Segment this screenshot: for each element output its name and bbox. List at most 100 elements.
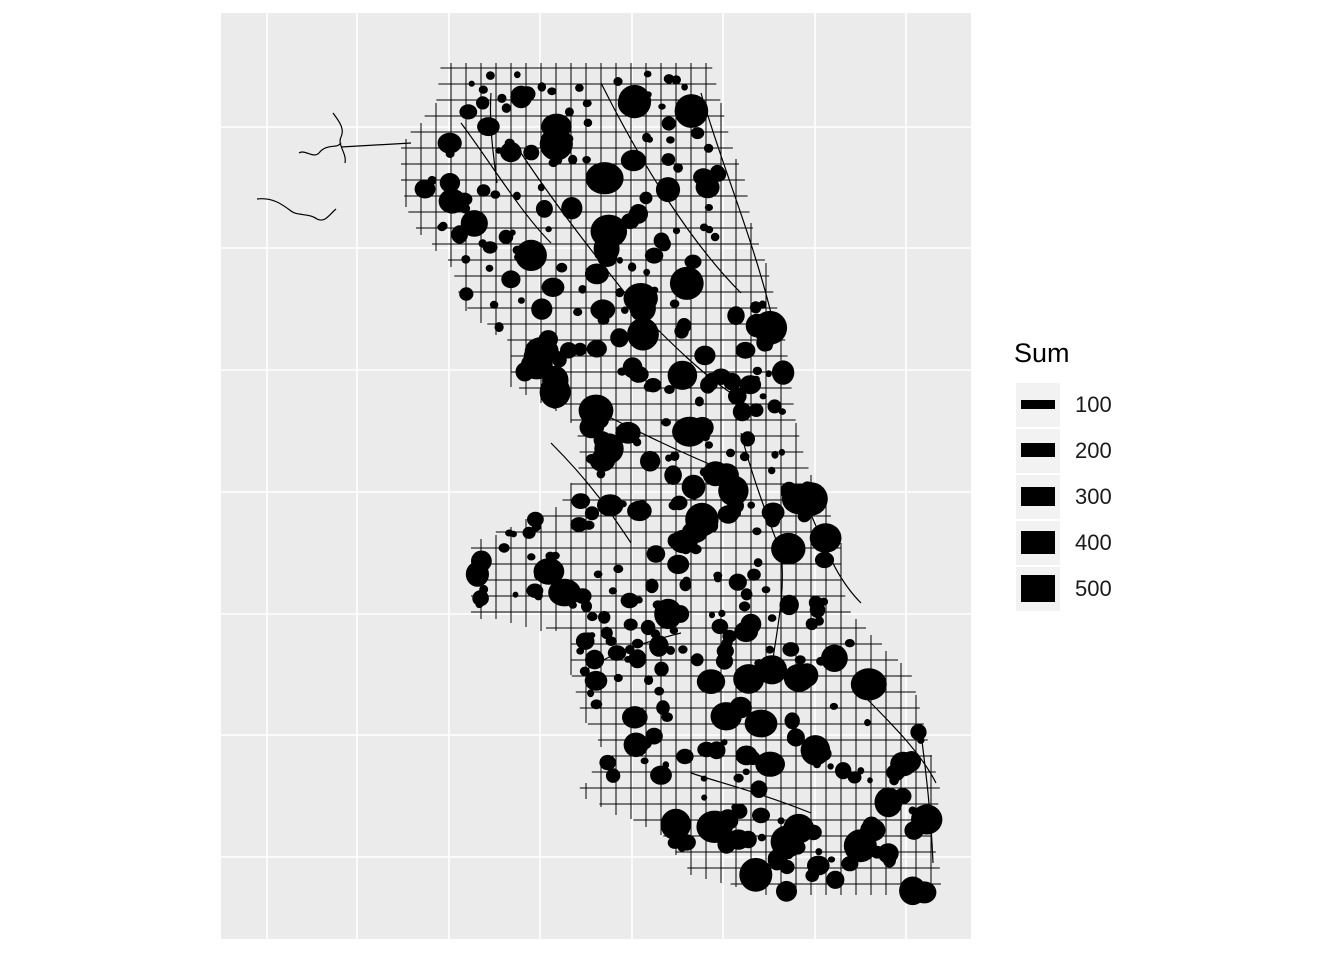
sum-point: [739, 601, 751, 612]
legend-swatch: [1021, 575, 1055, 602]
sum-point: [767, 849, 788, 868]
sum-point: [437, 223, 447, 232]
legend-item: 400: [1016, 521, 1156, 565]
sum-point: [701, 794, 708, 801]
sum-point: [678, 645, 688, 654]
sum-point: [665, 454, 673, 462]
sum-point: [515, 239, 547, 271]
river-branch: [332, 112, 346, 164]
sum-point: [539, 375, 571, 409]
sum-point: [681, 83, 688, 91]
sum-point: [726, 448, 735, 458]
sum-point: [778, 448, 786, 456]
sum-point: [701, 433, 710, 442]
legend-item: 100: [1016, 383, 1156, 427]
sum-point: [718, 475, 749, 507]
sum-point: [917, 736, 925, 744]
sum-point: [497, 93, 507, 103]
sum-point: [814, 551, 835, 569]
sum-point: [460, 210, 488, 237]
sum-point: [908, 806, 917, 815]
sum-point: [579, 666, 590, 676]
sum-point: [587, 612, 598, 622]
sum-point: [590, 299, 616, 321]
sum-point: [721, 739, 728, 746]
sum-point: [476, 96, 490, 110]
sum-point: [438, 188, 466, 214]
sum-point: [789, 840, 806, 855]
sum-point: [664, 465, 682, 486]
sum-point: [697, 741, 716, 758]
sum-point: [893, 788, 912, 805]
sum-point: [841, 856, 859, 872]
sum-point: [904, 821, 924, 840]
sum-point: [677, 843, 687, 852]
sum-point: [531, 298, 553, 320]
sum-point: [857, 767, 865, 775]
rail-line: [550, 442, 632, 544]
sum-point: [674, 324, 689, 339]
sum-point: [669, 627, 679, 635]
sum-point: [629, 204, 648, 224]
river-branch: [256, 198, 337, 221]
sum-point: [486, 71, 495, 80]
sum-point: [699, 223, 709, 232]
sum-point: [668, 500, 680, 511]
sum-point: [862, 816, 881, 838]
sum-point: [694, 396, 704, 407]
sum-point: [704, 518, 719, 533]
legend-key: [1016, 521, 1060, 565]
sum-point: [835, 762, 852, 780]
sum-point: [585, 649, 605, 670]
sum-point: [622, 357, 643, 379]
sum-point: [465, 561, 489, 587]
sum-point: [718, 609, 726, 618]
sum-points: [414, 70, 943, 906]
sum-point: [658, 103, 666, 110]
sum-point: [754, 659, 765, 668]
legend-swatch: [1021, 400, 1055, 409]
sum-point: [607, 645, 627, 661]
sum-point: [613, 673, 623, 683]
sum-point: [716, 643, 734, 659]
sum-point: [902, 751, 921, 772]
rail-line: [690, 772, 812, 814]
sum-point: [690, 491, 698, 500]
sum-point: [623, 618, 638, 631]
sum-point: [645, 578, 659, 594]
sum-point: [623, 283, 658, 314]
sum-point: [885, 791, 897, 802]
sum-point: [535, 200, 553, 218]
sum-point: [734, 621, 758, 643]
sum-point: [670, 451, 680, 462]
sum-point: [740, 431, 755, 447]
sum-point: [763, 341, 773, 352]
sum-point: [615, 288, 625, 298]
legend-label: 200: [1075, 438, 1112, 463]
sum-point: [728, 573, 747, 591]
legend-label: 300: [1075, 484, 1112, 509]
sum-point: [767, 614, 777, 622]
sum-point: [468, 80, 475, 87]
sum-point: [711, 618, 729, 635]
sum-point: [805, 869, 819, 882]
sum-point: [761, 586, 771, 594]
sum-point: [669, 266, 704, 300]
sum-point: [709, 509, 716, 516]
sum-point: [739, 857, 773, 892]
sum-point: [640, 450, 661, 472]
sum-point: [804, 824, 822, 841]
sum-point: [826, 870, 845, 889]
sum-point: [581, 600, 592, 613]
sum-point: [600, 626, 613, 640]
sum-point: [627, 262, 637, 272]
sum-point: [673, 163, 683, 173]
legend-key: [1016, 383, 1060, 427]
sum-point: [669, 299, 680, 308]
sum-point: [644, 675, 654, 685]
sum-point: [768, 466, 776, 475]
sum-point: [717, 505, 739, 524]
sum-point: [526, 583, 544, 598]
legend: Sum 100 200 300 400 500: [1014, 338, 1164, 618]
